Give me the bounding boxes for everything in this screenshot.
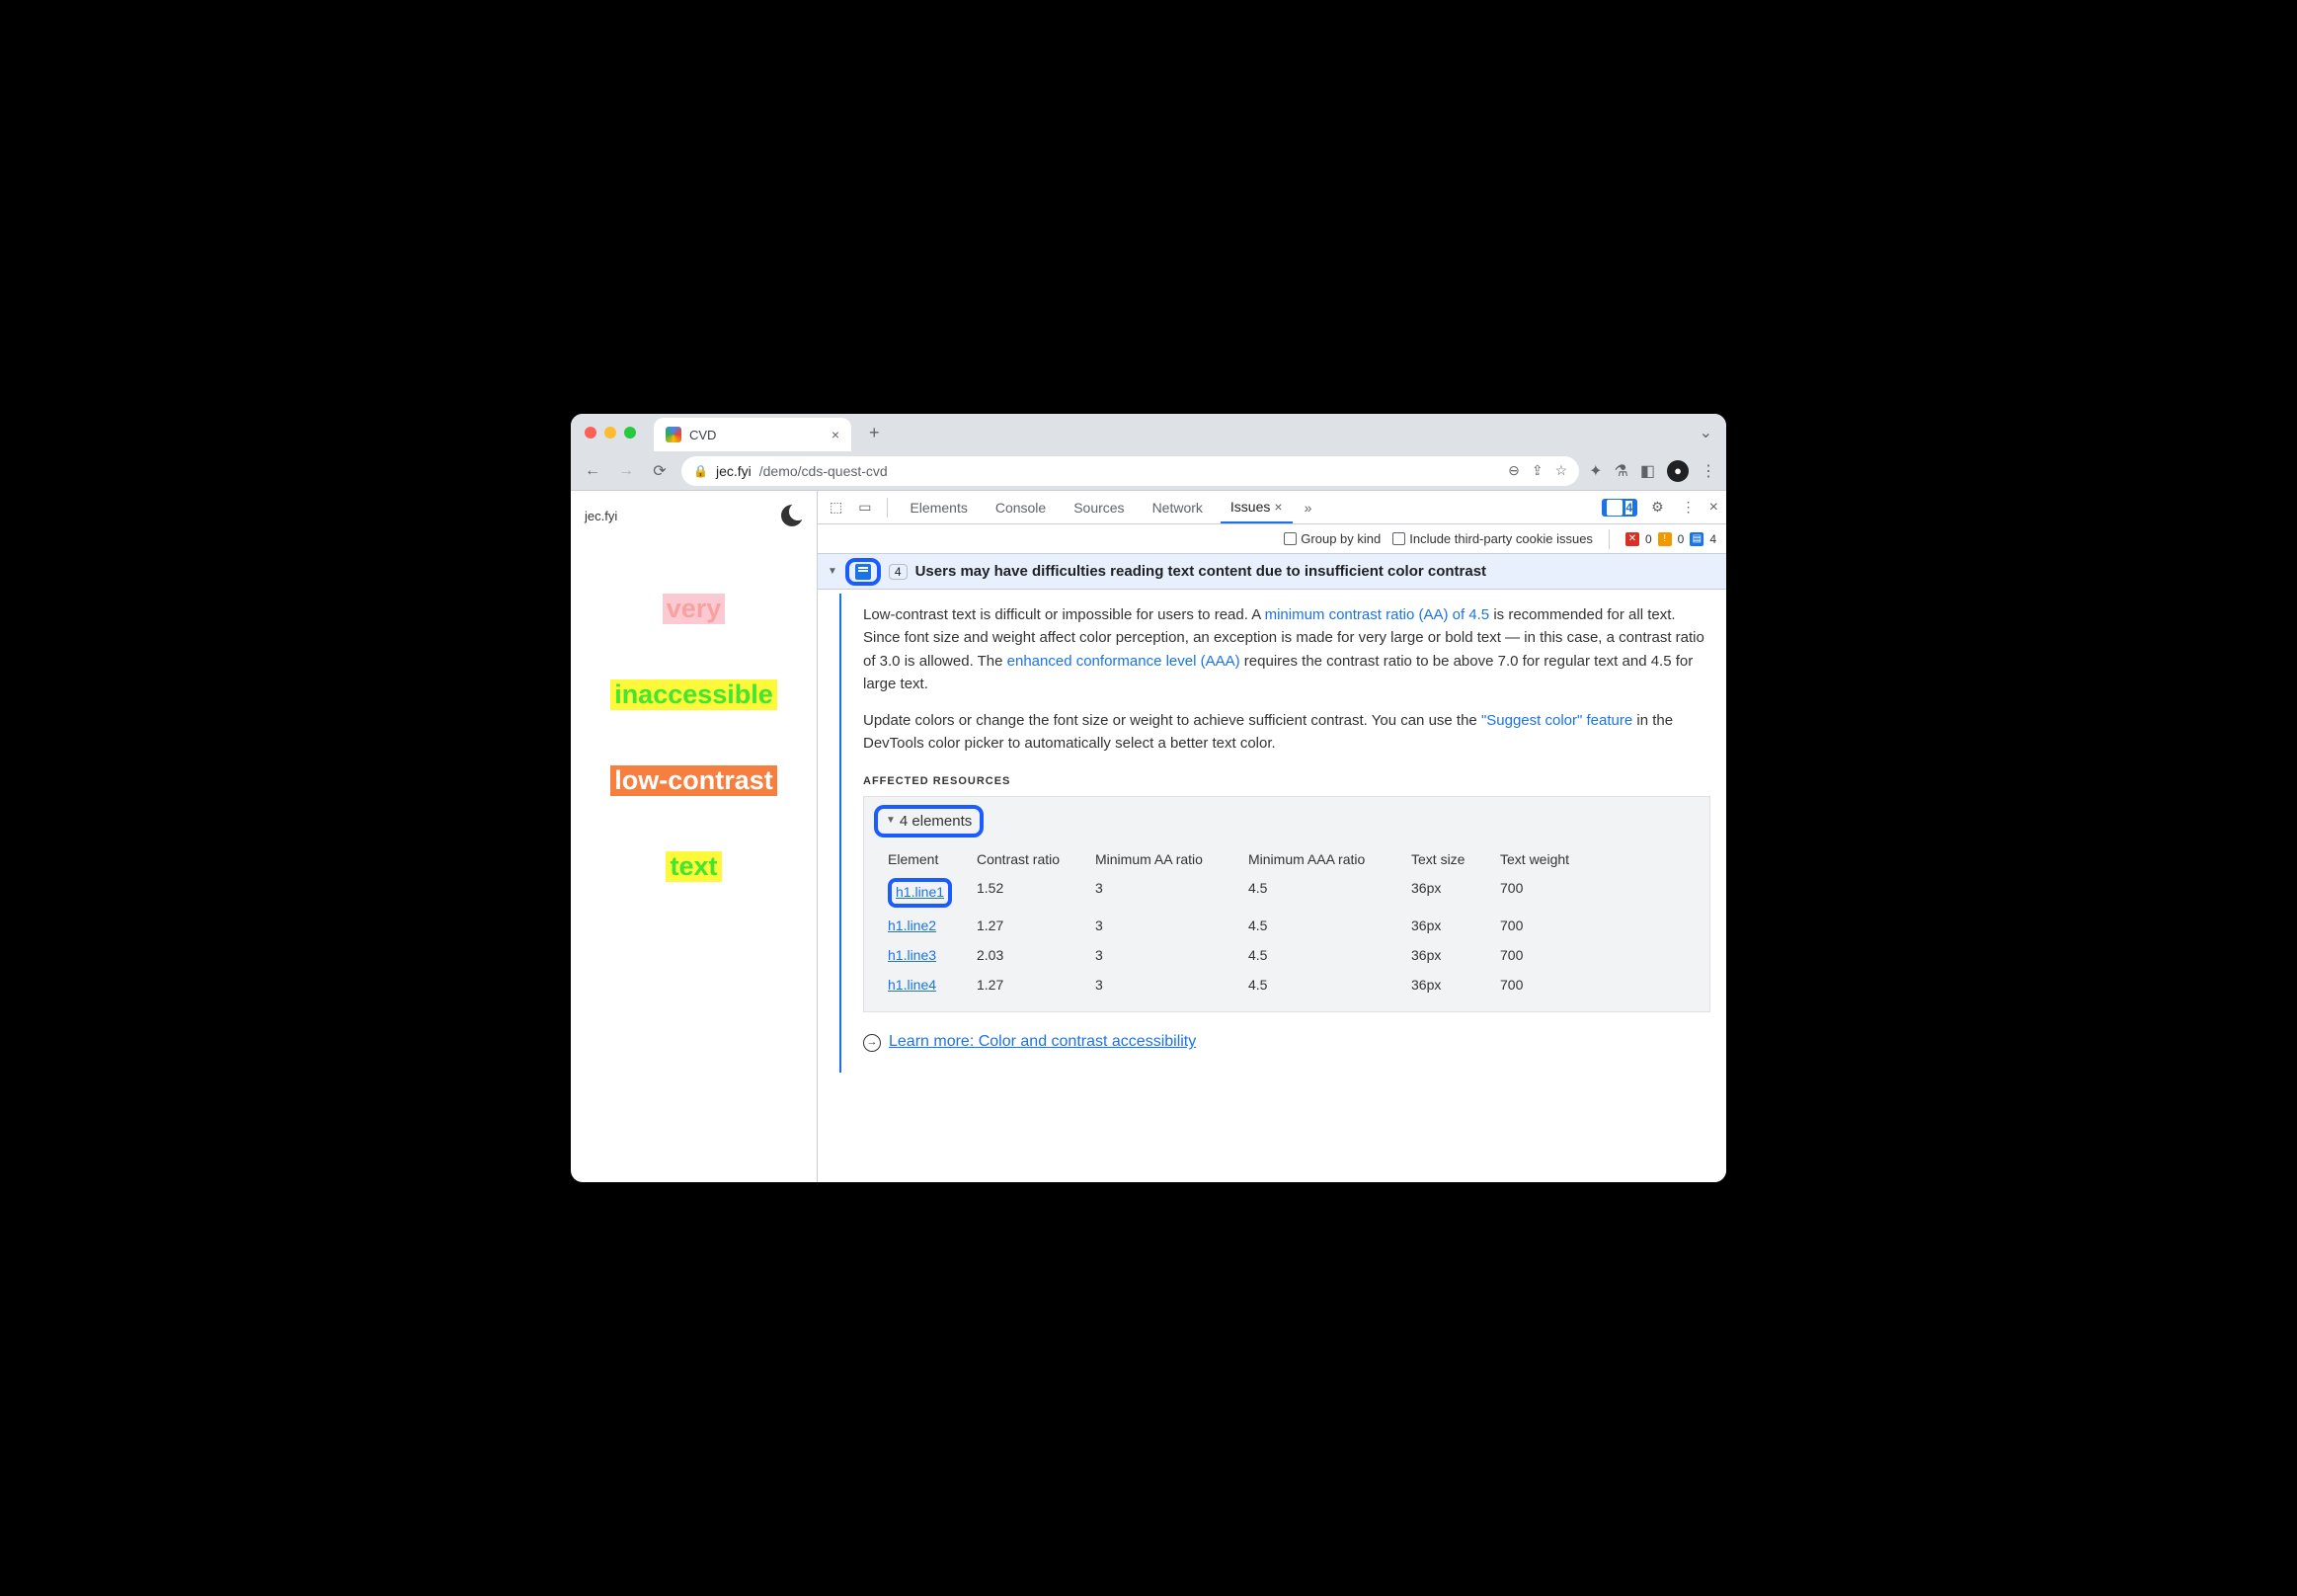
dark-mode-toggle-icon[interactable] bbox=[781, 505, 803, 526]
table-header-row: Element Contrast ratio Minimum AA ratio … bbox=[888, 845, 1700, 875]
forward-button[interactable]: → bbox=[614, 462, 638, 480]
devtools-close-icon[interactable]: × bbox=[1709, 499, 1718, 517]
affected-resources-panel: ▼ 4 elements Element Contrast ratio Mini… bbox=[863, 796, 1710, 1013]
error-icon: ✕ bbox=[1625, 532, 1639, 546]
labs-icon[interactable]: ⚗ bbox=[1615, 461, 1628, 481]
issue-description-p1: Low-contrast text is difficult or imposs… bbox=[863, 603, 1710, 695]
tab-console[interactable]: Console bbox=[986, 491, 1056, 523]
table-row: h1.line32.0334.536px700 bbox=[888, 941, 1700, 971]
toolbar-right: ✦ ⚗ ◧ ● ⋮ bbox=[1589, 460, 1716, 482]
devtools-menu-icon[interactable]: ⋮ bbox=[1678, 499, 1700, 516]
settings-icon[interactable]: ⚙ bbox=[1647, 499, 1668, 516]
tab-close-icon[interactable]: × bbox=[832, 427, 839, 442]
devtools-tabbar: ⬚ ▭ Elements Console Sources Network Iss… bbox=[818, 491, 1726, 524]
back-button[interactable]: ← bbox=[581, 462, 604, 480]
issue-header[interactable]: ▼ 4 Users may have difficulties reading … bbox=[818, 554, 1726, 590]
minimize-window-button[interactable] bbox=[604, 427, 616, 439]
tab-title: CVD bbox=[689, 428, 716, 442]
bookmark-icon[interactable]: ☆ bbox=[1555, 462, 1568, 479]
browser-window: CVD × + ⌄ ← → ⟳ 🔒 jec.fyi/demo/cds-quest… bbox=[571, 414, 1726, 1182]
affected-elements-table: Element Contrast ratio Minimum AA ratio … bbox=[888, 845, 1700, 999]
warning-icon: ! bbox=[1658, 532, 1672, 546]
issue-description-p2: Update colors or change the font size or… bbox=[863, 709, 1710, 756]
extensions-icon[interactable]: ✦ bbox=[1589, 461, 1602, 481]
chrome-menu-icon[interactable]: ⋮ bbox=[1701, 461, 1716, 481]
issue-title: Users may have difficulties reading text… bbox=[915, 563, 1486, 580]
close-window-button[interactable] bbox=[585, 427, 596, 439]
tabs-overflow-icon[interactable]: ⌄ bbox=[1700, 423, 1712, 442]
zoom-icon[interactable]: ⊖ bbox=[1508, 462, 1520, 479]
element-link-highlight: h1.line1 bbox=[888, 878, 952, 908]
sidepanel-icon[interactable]: ◧ bbox=[1640, 461, 1655, 481]
tab-network[interactable]: Network bbox=[1143, 491, 1213, 523]
sample-text: inaccessible bbox=[610, 679, 777, 710]
tab-elements[interactable]: Elements bbox=[900, 491, 977, 523]
expand-triangle-icon: ▼ bbox=[828, 566, 837, 577]
tab-sources[interactable]: Sources bbox=[1064, 491, 1134, 523]
address-bar[interactable]: 🔒 jec.fyi/demo/cds-quest-cvd ⊖ ⇪ ☆ bbox=[681, 456, 1579, 486]
table-row: h1.line41.2734.536px700 bbox=[888, 971, 1700, 1000]
element-link[interactable]: h1.line1 bbox=[896, 884, 944, 900]
page-viewport: jec.fyi very inaccessible low-contrast text bbox=[571, 491, 818, 1182]
link-aa-ratio[interactable]: minimum contrast ratio (AA) of 4.5 bbox=[1265, 606, 1490, 623]
learn-more-row: → Learn more: Color and contrast accessi… bbox=[863, 1030, 1710, 1055]
sample-text: low-contrast bbox=[610, 765, 777, 796]
lock-icon: 🔒 bbox=[693, 464, 708, 478]
issue-timeline-line bbox=[839, 594, 841, 1073]
tab-issues[interactable]: Issues × bbox=[1221, 491, 1293, 523]
learn-more-link[interactable]: Learn more: Color and contrast accessibi… bbox=[889, 1030, 1196, 1055]
table-row: h1.line21.2734.536px700 bbox=[888, 912, 1700, 941]
share-icon[interactable]: ⇪ bbox=[1532, 462, 1544, 479]
browser-toolbar: ← → ⟳ 🔒 jec.fyi/demo/cds-quest-cvd ⊖ ⇪ ☆… bbox=[571, 451, 1726, 491]
affected-resources-label: AFFECTED RESOURCES bbox=[863, 773, 1710, 790]
site-label: jec.fyi bbox=[585, 509, 617, 523]
reload-button[interactable]: ⟳ bbox=[648, 461, 672, 481]
tab-close-icon[interactable]: × bbox=[1274, 499, 1282, 515]
message-icon bbox=[1607, 500, 1623, 516]
element-link[interactable]: h1.line2 bbox=[888, 918, 936, 933]
external-link-icon: → bbox=[863, 1034, 881, 1052]
devtools-panel: ⬚ ▭ Elements Console Sources Network Iss… bbox=[818, 491, 1726, 1182]
sample-text: text bbox=[666, 851, 721, 882]
issue-kind-icon bbox=[855, 564, 871, 580]
sample-text: very bbox=[663, 594, 726, 624]
inspect-icon[interactable]: ⬚ bbox=[826, 499, 846, 516]
issue-body: Low-contrast text is difficult or imposs… bbox=[818, 590, 1726, 1069]
window-controls bbox=[585, 427, 636, 439]
titlebar: CVD × + ⌄ bbox=[571, 414, 1726, 451]
third-party-checkbox[interactable]: Include third-party cookie issues bbox=[1392, 531, 1593, 546]
device-toggle-icon[interactable]: ▭ bbox=[854, 499, 875, 516]
sample-text-list: very inaccessible low-contrast text bbox=[585, 566, 803, 910]
content-area: jec.fyi very inaccessible low-contrast text… bbox=[571, 491, 1726, 1182]
group-by-kind-checkbox[interactable]: Group by kind bbox=[1284, 531, 1381, 546]
elements-summary-highlight[interactable]: ▼ 4 elements bbox=[874, 805, 984, 838]
more-tabs-icon[interactable]: » bbox=[1301, 500, 1316, 516]
new-tab-button[interactable]: + bbox=[859, 423, 890, 443]
issue-count: 4 bbox=[889, 564, 908, 580]
address-bar-actions: ⊖ ⇪ ☆ bbox=[1508, 462, 1567, 479]
link-suggest-color[interactable]: "Suggest color" feature bbox=[1481, 712, 1632, 729]
issues-filter-bar: Group by kind Include third-party cookie… bbox=[818, 524, 1726, 554]
element-link[interactable]: h1.line3 bbox=[888, 947, 936, 963]
tab-favicon-icon bbox=[666, 427, 681, 442]
url-path: /demo/cds-quest-cvd bbox=[759, 463, 888, 479]
maximize-window-button[interactable] bbox=[624, 427, 636, 439]
table-row: h1.line11.5234.536px700 bbox=[888, 874, 1700, 912]
browser-tab[interactable]: CVD × bbox=[654, 418, 851, 451]
element-link[interactable]: h1.line4 bbox=[888, 977, 936, 993]
url-host: jec.fyi bbox=[716, 463, 752, 479]
profile-avatar[interactable]: ● bbox=[1667, 460, 1689, 482]
issue-counts: ✕0 !0 ▤4 bbox=[1625, 532, 1716, 546]
link-aaa-level[interactable]: enhanced conformance level (AAA) bbox=[1007, 653, 1240, 670]
expand-triangle-icon: ▼ bbox=[886, 813, 896, 829]
highlight-ring bbox=[845, 558, 881, 586]
issues-count-badge[interactable]: 4 bbox=[1602, 499, 1637, 517]
info-icon: ▤ bbox=[1690, 532, 1703, 546]
